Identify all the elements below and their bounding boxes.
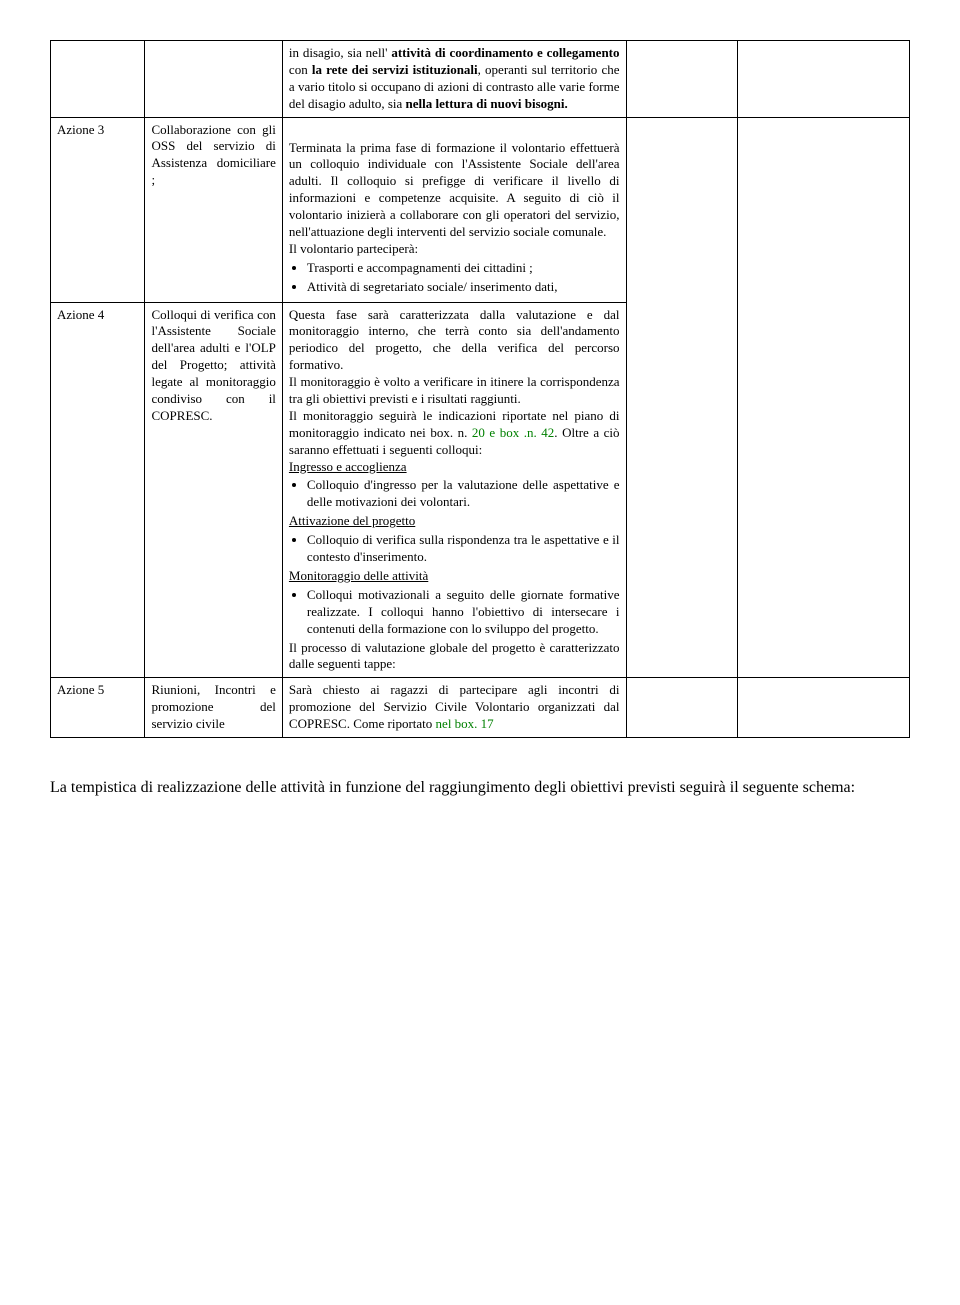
cell-azione [51, 41, 145, 118]
cell-empty [738, 117, 910, 678]
cell-empty [626, 41, 738, 118]
footer-paragraph: La tempistica di realizzazione delle att… [50, 778, 910, 799]
heading-underline: Ingresso e accoglienza [289, 459, 620, 476]
list-item: Colloquio d'ingresso per la valutazione … [307, 477, 620, 511]
heading-underline: Monitoraggio delle attività [289, 568, 620, 585]
cell-empty [626, 678, 738, 738]
table-row: Azione 3 Collaborazione con gli OSS del … [51, 117, 910, 302]
cell-descr: Riunioni, Incontri e promozione del serv… [145, 678, 282, 738]
paragraph: Il processo di valutazione globale del p… [289, 640, 620, 674]
list-item: Trasporti e accompagnamenti dei cittadin… [307, 260, 620, 277]
paragraph: Il volontario parteciperà: [289, 241, 620, 258]
cell-content: Questa fase sarà caratterizzata dalla va… [282, 302, 626, 678]
bullet-list: Colloquio di verifica sulla rispondenza … [307, 532, 620, 566]
text-bold: nella lettura di nuovi bisogni. [406, 96, 568, 111]
paragraph: Il monitoraggio è volto a verificare in … [289, 374, 620, 408]
paragraph: Terminata la prima fase di formazione il… [289, 140, 620, 241]
cell-content: Terminata la prima fase di formazione il… [282, 117, 626, 302]
bullet-list: Trasporti e accompagnamenti dei cittadin… [307, 260, 620, 296]
list-item: Attività di segretariato sociale/ inseri… [307, 279, 620, 296]
paragraph: Il monitoraggio seguirà le indicazioni r… [289, 408, 620, 459]
cell-azione: Azione 5 [51, 678, 145, 738]
text: con [289, 62, 312, 77]
bullet-list: Colloquio d'ingresso per la valutazione … [307, 477, 620, 511]
text: , sia nell' [340, 45, 391, 60]
bullet-list: Colloqui motivazionali a seguito delle g… [307, 587, 620, 638]
cell-azione: Azione 3 [51, 117, 145, 302]
text-bold: la rete dei servizi istituzionali [312, 62, 478, 77]
cell-empty [626, 117, 738, 678]
cell-descr: Colloqui di verifica con l'Assistente So… [145, 302, 282, 678]
cell-content: Sarà chiesto ai ragazzi di partecipare a… [282, 678, 626, 738]
heading-underline: Attivazione del progetto [289, 513, 620, 530]
table-row: Azione 5 Riunioni, Incontri e promozione… [51, 678, 910, 738]
cell-azione: Azione 4 [51, 302, 145, 678]
text-green: 20 e box .n. 42 [472, 425, 554, 440]
actions-table: in disagio, sia nell' attività di coordi… [50, 40, 910, 738]
cell-descr: Collaborazione con gli OSS del servizio … [145, 117, 282, 302]
list-item: Colloqui motivazionali a seguito delle g… [307, 587, 620, 638]
table-row: in disagio, sia nell' attività di coordi… [51, 41, 910, 118]
text: in disagio [289, 45, 340, 60]
cell-empty [738, 41, 910, 118]
paragraph: Questa fase sarà caratterizzata dalla va… [289, 307, 620, 375]
text-green: nel box. 17 [436, 716, 494, 731]
list-item: Colloquio di verifica sulla rispondenza … [307, 532, 620, 566]
cell-descr [145, 41, 282, 118]
cell-empty [738, 678, 910, 738]
text-bold: attività di coordinamento e collegamento [391, 45, 619, 60]
cell-content: in disagio, sia nell' attività di coordi… [282, 41, 626, 118]
